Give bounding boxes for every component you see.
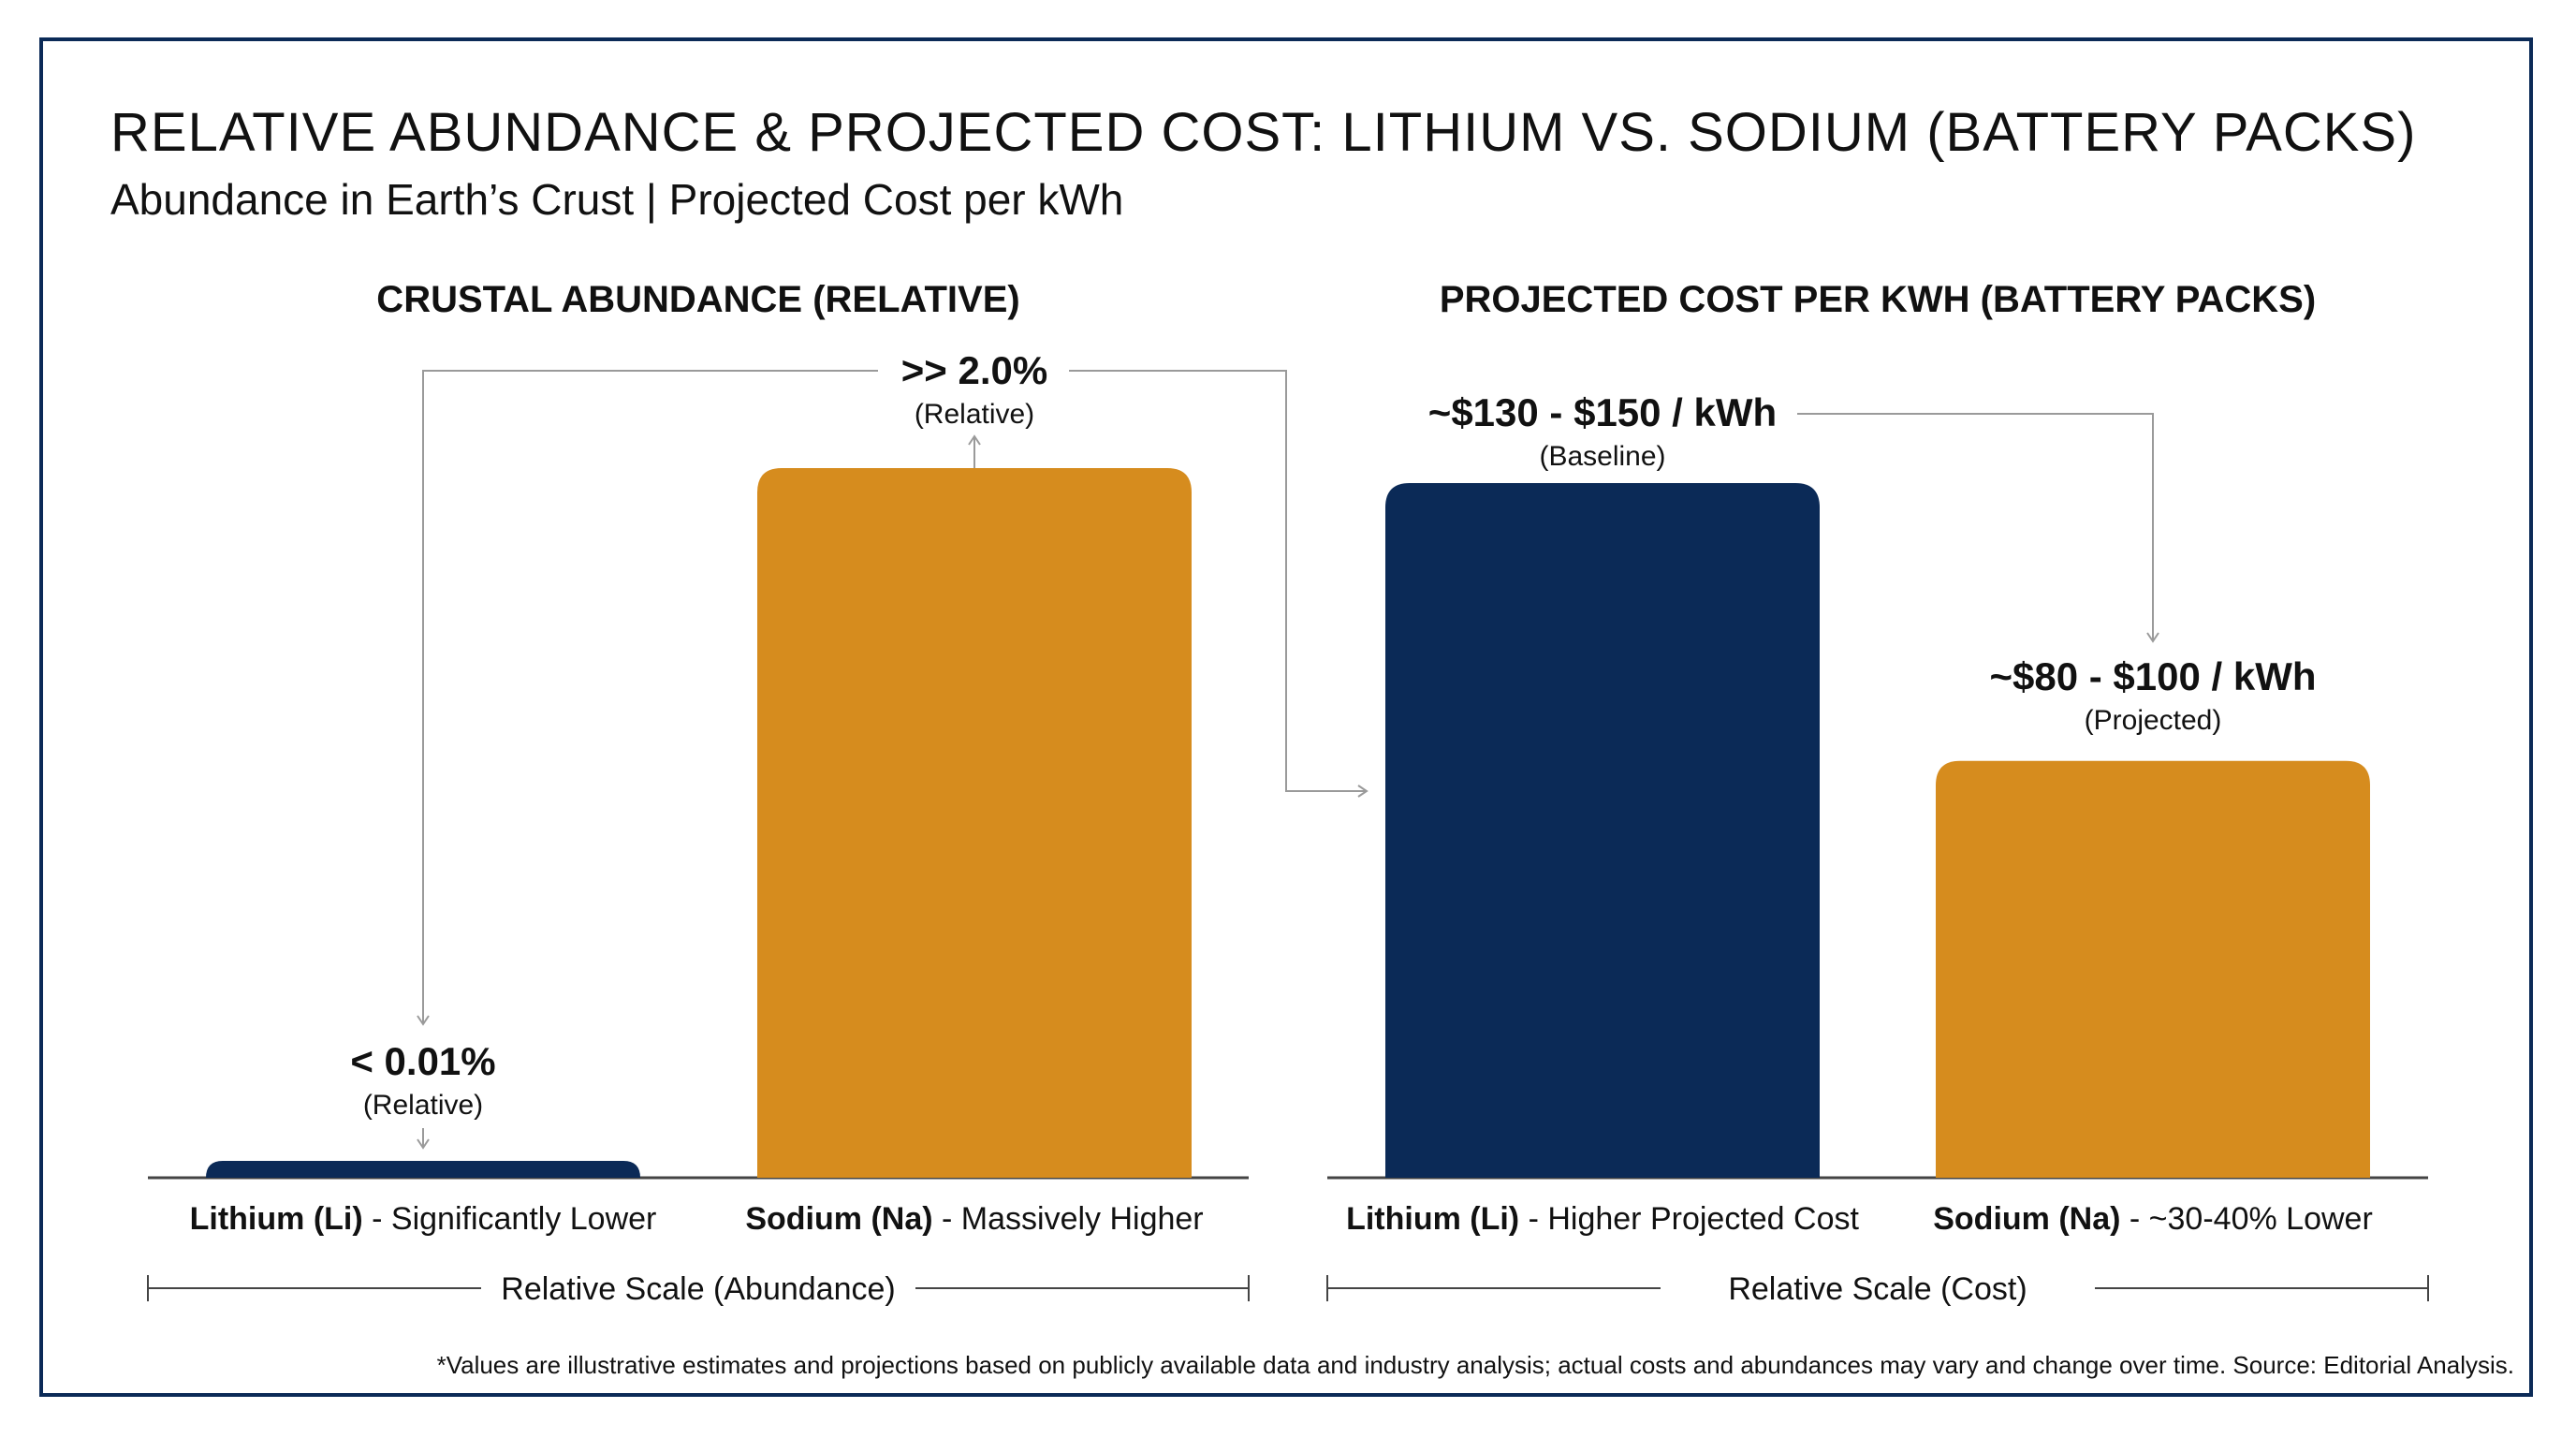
abundance-panel-title: CRUSTAL ABUNDANCE (RELATIVE) xyxy=(376,279,1020,320)
abundance-lithium-value-label: < 0.01% xyxy=(350,1039,495,1083)
cost-category-label: Lithium (Li) - Higher Projected Cost xyxy=(1346,1201,1859,1237)
cost-sodium-value-note: (Projected) xyxy=(2085,705,2222,736)
chart-title: RELATIVE ABUNDANCE & PROJECTED COST: LIT… xyxy=(110,102,2417,163)
abundance-category-label: Sodium (Na) - Massively Higher xyxy=(745,1201,1203,1237)
cost-lithium-value-note: (Baseline) xyxy=(1539,441,1665,472)
cost-category-label: Sodium (Na) - ~30-40% Lower xyxy=(1933,1201,2373,1237)
abundance-category-label: Lithium (Li) - Significantly Lower xyxy=(190,1201,657,1237)
cost-scale-label: Relative Scale (Cost) xyxy=(1728,1271,2027,1307)
abundance-scale-label: Relative Scale (Abundance) xyxy=(501,1271,895,1307)
cost-sodium-value-label: ~$80 - $100 / kWh xyxy=(1989,654,2316,698)
cost-panel-title: PROJECTED COST PER KWH (BATTERY PACKS) xyxy=(1439,279,2317,320)
footnote: *Values are illustrative estimates and p… xyxy=(436,1351,2514,1379)
chart-frame xyxy=(39,37,2533,1397)
abundance-sodium-value-label: >> 2.0% xyxy=(901,348,1047,392)
connector-arrow-to-lithium-abundance xyxy=(417,370,878,1026)
cost-bar-sodium xyxy=(1936,760,2370,1178)
abundance-bar-lithium xyxy=(206,1161,640,1178)
cost-bar-lithium xyxy=(1385,483,1820,1178)
cost-lithium-value-label: ~$130 - $150 / kWh xyxy=(1428,390,1777,434)
abundance-lithium-value-note: (Relative) xyxy=(363,1090,483,1121)
connector-arrow-to-cost-chart xyxy=(1069,370,1368,798)
chart-subtitle: Abundance in Earth’s Crust | Projected C… xyxy=(110,175,1124,224)
connector-arrow-to-sodium-cost xyxy=(1797,413,2159,643)
abundance-bar-sodium xyxy=(757,468,1192,1178)
abundance-sodium-value-note: (Relative) xyxy=(915,399,1034,430)
